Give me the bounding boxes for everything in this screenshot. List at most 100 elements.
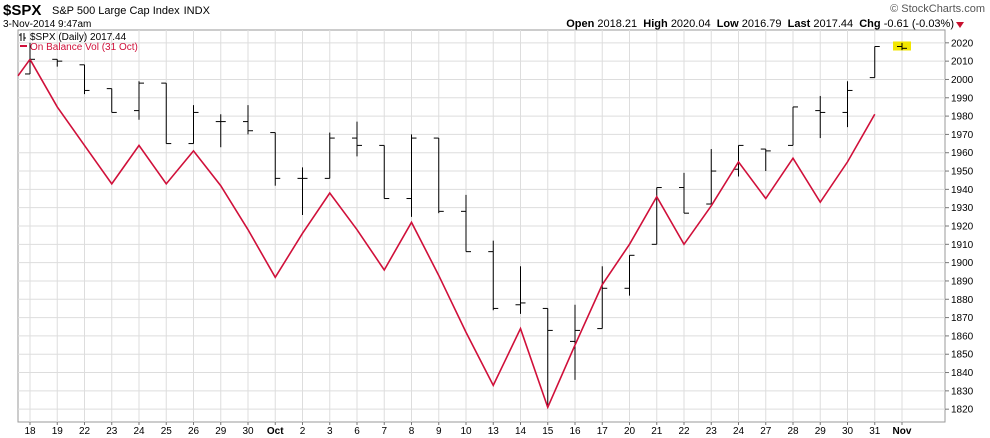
quote-datetime: 3-Nov-2014 9:47am xyxy=(3,19,92,30)
ohlc-bar xyxy=(324,132,335,179)
index-name: S&P 500 Large Cap Index INDX xyxy=(52,5,210,17)
x-tick-label: 16 xyxy=(569,426,581,437)
last-label: Last xyxy=(787,18,811,30)
x-tick-label: 3 xyxy=(327,426,333,437)
x-tick-label: 10 xyxy=(460,426,472,437)
obv-series xyxy=(17,58,876,410)
ohlc-bar xyxy=(461,194,471,253)
x-tick-label: 22 xyxy=(79,426,91,437)
chart-symbol: $SPX xyxy=(3,2,42,19)
x-tick-label: 21 xyxy=(651,426,663,437)
x-tick-label: 18 xyxy=(24,426,36,437)
x-tick-label: 24 xyxy=(133,426,145,437)
chart-legend: $SPX (Daily) 2017.44 On Balance Vol (31 … xyxy=(19,32,138,53)
y-tick-label: 1920 xyxy=(951,222,974,233)
x-tick-label: 22 xyxy=(678,426,690,437)
ohlc-bar xyxy=(897,42,907,51)
ohlc-bar xyxy=(842,81,853,128)
x-tick-label: 23 xyxy=(706,426,718,437)
x-tick-label: 29 xyxy=(215,426,227,437)
y-tick-label: 1880 xyxy=(951,295,974,306)
y-tick-label: 2020 xyxy=(951,38,974,49)
x-tick-label: 29 xyxy=(815,426,827,437)
last-value: 2017.44 xyxy=(813,18,854,30)
y-tick-label: 1930 xyxy=(951,203,974,214)
legend-obv-label: On Balance Vol (31 Oct) xyxy=(30,42,138,53)
open-label: Open xyxy=(566,18,595,30)
quote-summary: Open 2018.21 High 2020.04 Low 2016.79 La… xyxy=(566,18,954,30)
x-tick-label: 14 xyxy=(515,426,527,437)
ohlc-bar xyxy=(243,105,253,135)
x-tick-label: 31 xyxy=(869,426,881,437)
x-tick-label: 27 xyxy=(760,426,772,437)
y-tick-label: 2000 xyxy=(951,75,974,86)
ohlc-bar xyxy=(624,254,635,296)
obv-line-lead xyxy=(17,58,31,77)
ohlc-bar xyxy=(79,64,90,95)
ohlc-bar xyxy=(352,121,362,157)
y-tick-label: 1970 xyxy=(951,130,974,141)
high-value: 2020.04 xyxy=(670,18,711,30)
ohlc-bars xyxy=(25,41,911,408)
ohlc-bar xyxy=(297,167,308,216)
x-tick-label: 2 xyxy=(300,426,306,437)
y-tick-label: 1910 xyxy=(951,240,974,251)
ohlc-bar xyxy=(188,105,199,145)
chg-label: Chg xyxy=(859,18,881,30)
x-tick-label: 6 xyxy=(354,426,360,437)
y-tick-label: 1940 xyxy=(951,185,974,196)
x-tick-label: 15 xyxy=(542,426,554,437)
ohlc-bar xyxy=(542,307,553,408)
ohlc-bar xyxy=(597,266,608,330)
legend-price-label: $SPX (Daily) 2017.44 xyxy=(30,32,127,43)
x-tick-label: 17 xyxy=(597,426,609,437)
x-tick-label: 7 xyxy=(381,426,387,437)
price-bar-icon xyxy=(19,33,26,41)
x-tick-label: Nov xyxy=(893,426,912,437)
open-value: 2018.21 xyxy=(597,18,638,30)
ohlc-bar xyxy=(869,45,880,79)
y-tick-label: 1860 xyxy=(951,331,974,342)
x-axis: 18 19 22 23 24 25 26 29 30 Oct 2 3 6 7 8 9 10 13 14 15 16 17 2… xyxy=(24,422,912,437)
y-tick-label: 1850 xyxy=(951,350,974,361)
obv-line xyxy=(29,58,876,410)
y-tick-label: 1900 xyxy=(951,258,974,269)
x-tick-label: 8 xyxy=(409,426,415,437)
x-tick-label: Oct xyxy=(267,426,284,437)
ohlc-bar xyxy=(570,304,580,380)
ohlc-bar xyxy=(488,240,499,311)
x-tick-label: 19 xyxy=(52,426,64,437)
ohlc-bar xyxy=(433,137,444,214)
x-tick-label: 20 xyxy=(624,426,636,437)
chg-value: -0.61 (-0.03%) xyxy=(883,18,954,30)
low-value: 2016.79 xyxy=(741,18,782,30)
y-tick-label: 1890 xyxy=(951,276,974,287)
ohlc-bar xyxy=(134,81,144,120)
ohlc-bar xyxy=(406,134,417,217)
y-tick-label: 1980 xyxy=(951,112,974,123)
high-label: High xyxy=(643,18,668,30)
ohlc-bar xyxy=(106,88,117,113)
source-credit[interactable]: © StockCharts.com xyxy=(890,3,985,15)
y-tick-label: 1950 xyxy=(951,167,974,178)
y-tick-label: 1820 xyxy=(951,405,974,416)
x-tick-label: 30 xyxy=(242,426,254,437)
exchange-label: INDX xyxy=(183,5,210,17)
ohlc-bar xyxy=(270,132,281,186)
ohlc-bar xyxy=(52,58,63,67)
x-tick-label: 13 xyxy=(488,426,500,437)
ohlc-bar xyxy=(815,95,826,139)
y-tick-label: 2010 xyxy=(951,57,974,68)
y-tick-label: 1960 xyxy=(951,148,974,159)
ohlc-bar xyxy=(706,149,717,205)
ohlc-bar xyxy=(679,172,689,214)
y-tick-label: 1840 xyxy=(951,368,974,379)
x-tick-label: 24 xyxy=(733,426,745,437)
x-tick-label: 28 xyxy=(787,426,799,437)
y-tick-label: 1870 xyxy=(951,313,974,324)
low-label: Low xyxy=(716,18,739,30)
ohlc-bar xyxy=(379,144,390,200)
y-tick-label: 1830 xyxy=(951,386,974,397)
ohlc-bar xyxy=(788,106,798,146)
